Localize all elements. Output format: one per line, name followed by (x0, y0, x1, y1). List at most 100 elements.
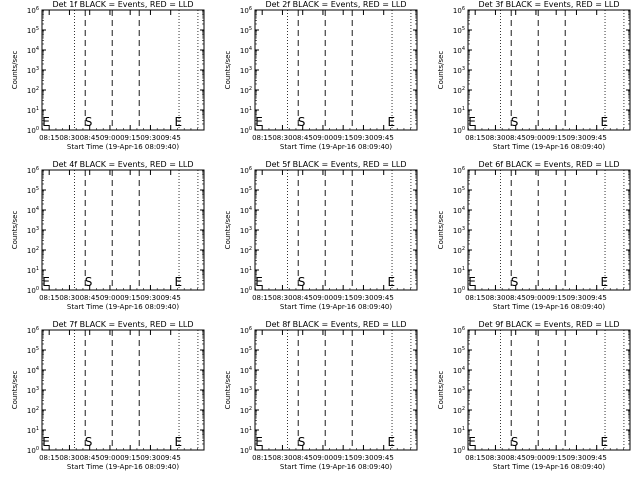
x-tick-label: 09:30 (353, 454, 373, 462)
edge-marker: E (468, 275, 476, 289)
y-tick-label: 106 (453, 6, 465, 15)
y-tick-label: 104 (27, 206, 39, 215)
y-tick-label: 102 (27, 246, 39, 255)
x-tick-label: 08:30 (272, 454, 292, 462)
y-tick-label: 101 (453, 426, 465, 435)
x-tick-label: 09:30 (353, 294, 373, 302)
x-tick-label: 08:15 (465, 294, 485, 302)
x-tick-label: 09:45 (587, 134, 607, 142)
x-tick-label: 09:30 (566, 134, 586, 142)
y-tick-label: 103 (453, 66, 465, 75)
x-tick-label: 08:45 (506, 294, 526, 302)
x-tick-label: 08:45 (80, 454, 100, 462)
detector-panel: Det 8f BLACK = Events, RED = LLD 100 101 10… (224, 320, 418, 471)
end-marker: E (175, 115, 183, 129)
x-tick-label: 08:15 (252, 134, 272, 142)
y-tick-label: 100 (27, 286, 39, 295)
y-tick-label: 102 (453, 406, 465, 415)
start-marker: S (511, 275, 519, 289)
y-tick-label: 105 (453, 26, 465, 35)
x-tick-label: 08:30 (485, 454, 505, 462)
y-axis-label: Counts/sec (437, 51, 445, 90)
panel-title: Det 7f BLACK = Events, RED = LLD (52, 320, 193, 329)
y-tick-label: 101 (240, 426, 252, 435)
x-tick-label: 09:15 (120, 134, 140, 142)
y-tick-label: 100 (27, 446, 39, 455)
x-tick-label: 09:00 (100, 134, 120, 142)
plot-frame (467, 329, 631, 451)
y-axis-label: Counts/sec (437, 371, 445, 410)
x-tick-label: 08:45 (506, 134, 526, 142)
x-tick-label: 09:15 (333, 294, 353, 302)
y-tick-label: 104 (453, 366, 465, 375)
edge-marker: E (42, 115, 50, 129)
y-tick-label: 103 (240, 66, 252, 75)
x-axis-label: Start Time (19-Apr-16 08:09:40) (280, 463, 392, 471)
y-tick-label: 105 (453, 186, 465, 195)
start-marker: S (511, 435, 519, 449)
y-tick-label: 100 (453, 446, 465, 455)
x-tick-label: 09:45 (161, 134, 181, 142)
x-tick-label: 09:15 (546, 294, 566, 302)
end-marker: E (388, 115, 396, 129)
x-tick-label: 09:00 (526, 454, 546, 462)
x-tick-label: 08:30 (59, 294, 79, 302)
detector-panel: Det 3f BLACK = Events, RED = LLD 100 101 10… (437, 0, 631, 151)
y-tick-label: 106 (240, 6, 252, 15)
y-tick-label: 100 (240, 286, 252, 295)
y-tick-label: 102 (240, 406, 252, 415)
start-marker: S (85, 275, 93, 289)
y-tick-label: 103 (240, 386, 252, 395)
y-tick-label: 106 (453, 326, 465, 335)
panel-title: Det 8f BLACK = Events, RED = LLD (265, 320, 406, 329)
y-tick-label: 103 (240, 226, 252, 235)
panel-title: Det 9f BLACK = Events, RED = LLD (478, 320, 619, 329)
y-tick-label: 101 (453, 106, 465, 115)
x-axis-label: Start Time (19-Apr-16 08:09:40) (493, 303, 605, 311)
edge-marker: E (468, 115, 476, 129)
panel-title: Det 2f BLACK = Events, RED = LLD (265, 0, 406, 9)
x-axis-label: Start Time (19-Apr-16 08:09:40) (493, 463, 605, 471)
end-marker: E (175, 275, 183, 289)
end-marker: E (601, 435, 609, 449)
x-tick-label: 09:45 (374, 134, 394, 142)
x-tick-label: 08:15 (39, 294, 59, 302)
x-tick-label: 08:15 (465, 454, 485, 462)
end-marker: E (388, 435, 396, 449)
detector-panel: Det 4f BLACK = Events, RED = LLD 100 101 10… (11, 160, 205, 311)
y-axis-label: Counts/sec (11, 211, 19, 250)
x-tick-label: 08:30 (272, 134, 292, 142)
plot-frame (41, 169, 205, 291)
detector-panel: Det 7f BLACK = Events, RED = LLD 100 101 10… (11, 320, 205, 471)
panel-title: Det 3f BLACK = Events, RED = LLD (478, 0, 619, 9)
y-tick-label: 105 (27, 346, 39, 355)
plot-frame (254, 169, 418, 291)
y-tick-label: 104 (240, 366, 252, 375)
y-tick-label: 104 (453, 46, 465, 55)
x-axis-label: Start Time (19-Apr-16 08:09:40) (280, 143, 392, 151)
detector-panel: Det 9f BLACK = Events, RED = LLD 100 101 10… (437, 320, 631, 471)
y-axis-label: Counts/sec (224, 371, 232, 410)
plot-frame (41, 329, 205, 451)
y-axis-label: Counts/sec (11, 51, 19, 90)
y-tick-label: 100 (240, 126, 252, 135)
x-tick-label: 09:45 (587, 454, 607, 462)
x-tick-label: 09:30 (140, 294, 160, 302)
y-tick-label: 105 (27, 26, 39, 35)
y-tick-label: 106 (27, 166, 39, 175)
panel-title: Det 4f BLACK = Events, RED = LLD (52, 160, 193, 169)
edge-marker: E (255, 115, 263, 129)
y-tick-label: 102 (453, 86, 465, 95)
x-tick-label: 08:30 (485, 294, 505, 302)
x-tick-label: 09:00 (313, 294, 333, 302)
x-tick-label: 08:15 (252, 454, 272, 462)
y-tick-label: 101 (453, 266, 465, 275)
edge-marker: E (42, 275, 50, 289)
x-tick-label: 08:45 (293, 454, 313, 462)
edge-marker: E (468, 435, 476, 449)
y-tick-label: 104 (27, 46, 39, 55)
panel-title: Det 5f BLACK = Events, RED = LLD (265, 160, 406, 169)
x-tick-label: 09:45 (374, 454, 394, 462)
y-tick-label: 101 (27, 426, 39, 435)
plot-frame (467, 169, 631, 291)
